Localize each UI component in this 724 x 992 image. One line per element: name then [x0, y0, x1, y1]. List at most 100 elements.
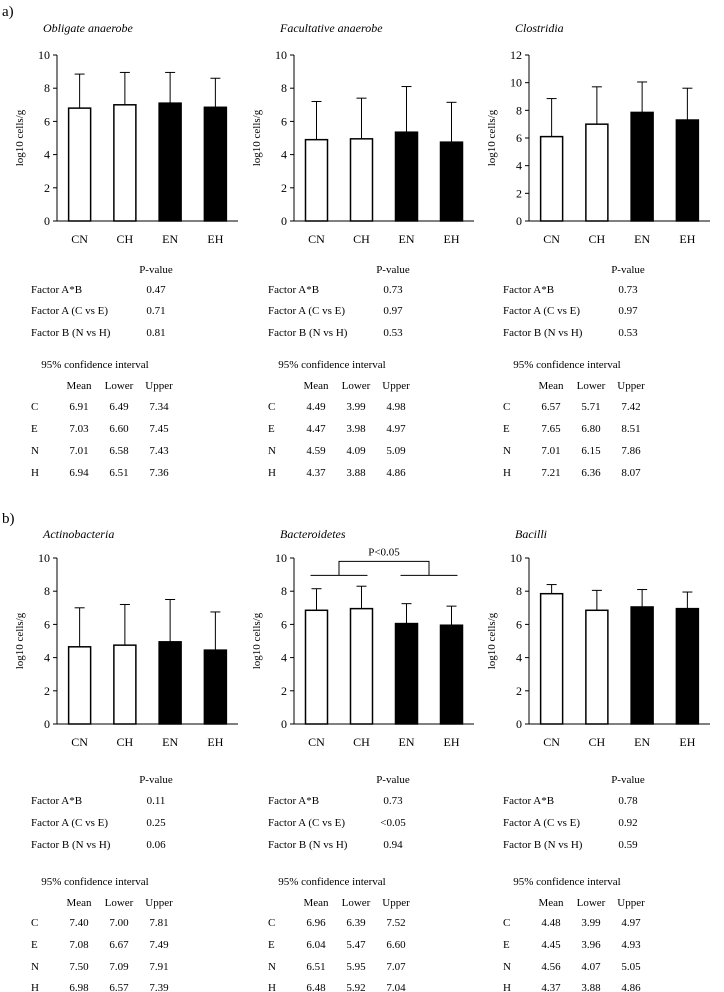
- ci-cell: 7.52: [386, 917, 405, 929]
- ci-row-label: H: [503, 982, 511, 992]
- category-label: EN: [399, 232, 415, 246]
- ci-cell: 8.51: [621, 423, 640, 435]
- pvalue-value: <0.05: [380, 817, 406, 829]
- ci-header: Upper: [145, 380, 173, 392]
- pvalue-factor: Factor B (N vs H): [31, 327, 111, 339]
- y-tick-label: 2: [516, 684, 522, 698]
- y-tick-label: 2: [44, 684, 50, 698]
- bar-CN: [539, 135, 564, 222]
- ci-cell: 7.91: [149, 961, 168, 973]
- chart-title: Facultative anaerobe: [279, 21, 383, 35]
- ci-cell: 4.56: [541, 961, 561, 973]
- y-tick-label: 2: [281, 684, 287, 698]
- chart-title: Clostridia: [515, 21, 564, 35]
- category-label: CH: [353, 232, 370, 246]
- y-tick-label: 2: [516, 186, 522, 200]
- ci-cell: 4.97: [386, 423, 406, 435]
- ci-cell: 6.57: [109, 982, 129, 992]
- ci-row-label: N: [503, 445, 511, 457]
- ci-row-label: H: [268, 467, 276, 479]
- category-label: EN: [634, 735, 650, 749]
- bar-EN: [394, 131, 419, 222]
- ci-header: Upper: [382, 380, 410, 392]
- y-axis-label: log10 cells/g: [486, 612, 498, 669]
- ci-cell: 7.07: [386, 961, 406, 973]
- category-label: EN: [162, 232, 178, 246]
- y-tick-label: 6: [281, 114, 287, 128]
- ci-row-label: C: [268, 401, 275, 413]
- ci-cell: 7.86: [621, 445, 641, 457]
- category-label: EH: [207, 232, 223, 246]
- pvalue-factor: Factor A (C vs E): [31, 817, 108, 829]
- ci-cell: 3.88: [581, 982, 601, 992]
- ci-cell: 6.48: [306, 982, 326, 992]
- y-tick-label: 6: [516, 131, 522, 145]
- y-tick-label: 6: [516, 617, 522, 631]
- y-tick-label: 10: [510, 76, 522, 90]
- ci-cell: 7.09: [109, 961, 129, 973]
- ci-cell: 4.86: [621, 982, 641, 992]
- y-tick-label: 12: [510, 48, 522, 62]
- y-tick-label: 4: [516, 651, 522, 665]
- pvalue-value: 0.53: [383, 327, 403, 339]
- y-tick-label: 4: [44, 651, 50, 665]
- ci-cell: 5.95: [346, 961, 366, 973]
- ci-cell: 7.01: [541, 445, 560, 457]
- y-tick-label: 10: [38, 48, 50, 62]
- y-tick-label: 8: [516, 103, 522, 117]
- pvalue-factor: Factor A*B: [503, 795, 554, 807]
- ci-cell: 7.43: [149, 445, 169, 457]
- ci-cell: 7.34: [149, 401, 169, 413]
- ci-row-label: E: [268, 423, 275, 435]
- ci-cell: 6.15: [581, 445, 601, 457]
- ci-title: 95% confidence interval: [278, 359, 386, 371]
- ci-title: 95% confidence interval: [513, 876, 621, 888]
- chart-title: Obligate anaerobe: [43, 21, 134, 35]
- ci-cell: 7.39: [149, 982, 169, 992]
- ci-cell: 6.96: [306, 917, 326, 929]
- ci-header: Lower: [105, 380, 134, 392]
- y-tick-label: 6: [44, 114, 50, 128]
- ci-cell: 5.05: [621, 961, 641, 973]
- pvalue-header: P-value: [139, 774, 173, 786]
- ci-cell: 7.40: [69, 917, 89, 929]
- ci-title: 95% confidence interval: [513, 359, 621, 371]
- ci-row-label: N: [268, 961, 276, 973]
- ci-row-label: E: [503, 423, 510, 435]
- pvalue-value: 0.06: [146, 839, 166, 851]
- ci-cell: 6.60: [109, 423, 129, 435]
- ci-row-label: E: [31, 423, 38, 435]
- ci-cell: 5.47: [346, 939, 366, 951]
- pvalue-header: P-value: [611, 264, 645, 276]
- bar-EH: [203, 649, 228, 725]
- ci-cell: 4.09: [346, 445, 366, 457]
- category-label: CN: [308, 232, 325, 246]
- bar-CN: [304, 138, 329, 222]
- bar-EN: [394, 622, 419, 725]
- ci-row-label: C: [31, 401, 38, 413]
- ci-cell: 4.07: [581, 961, 601, 973]
- ci-cell: 4.47: [306, 423, 326, 435]
- category-label: EN: [634, 232, 650, 246]
- category-label: CH: [589, 232, 606, 246]
- chart-title: Actinobacteria: [42, 527, 114, 541]
- category-label: EH: [444, 232, 460, 246]
- ci-cell: 6.49: [109, 401, 129, 413]
- y-tick-label: 0: [44, 717, 50, 731]
- ci-cell: 4.37: [306, 467, 326, 479]
- ci-cell: 6.60: [386, 939, 406, 951]
- pvalue-factor: Factor A*B: [31, 795, 82, 807]
- bar-EN: [158, 641, 182, 725]
- ci-header: Lower: [577, 380, 606, 392]
- ci-header: Upper: [145, 897, 173, 909]
- y-tick-label: 6: [281, 617, 287, 631]
- category-label: CN: [543, 232, 560, 246]
- ci-header: Mean: [66, 380, 92, 392]
- panel-label-b: b): [2, 511, 15, 527]
- pvalue-factor: Factor A*B: [31, 284, 82, 296]
- ci-cell: 3.88: [346, 467, 366, 479]
- y-tick-label: 6: [44, 617, 50, 631]
- ci-cell: 4.93: [621, 939, 641, 951]
- pvalue-value: 0.59: [618, 839, 638, 851]
- category-label: EN: [162, 735, 178, 749]
